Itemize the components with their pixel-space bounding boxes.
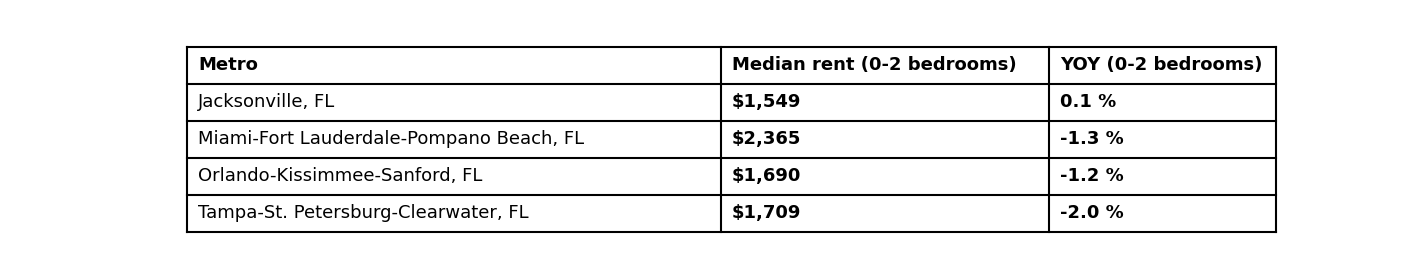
Text: $1,690: $1,690 <box>733 167 801 185</box>
Text: 0.1 %: 0.1 % <box>1060 93 1115 112</box>
Text: Miami-Fort Lauderdale-Pompano Beach, FL: Miami-Fort Lauderdale-Pompano Beach, FL <box>198 130 584 148</box>
Text: Median rent (0-2 bedrooms): Median rent (0-2 bedrooms) <box>733 56 1017 75</box>
Text: Orlando-Kissimmee-Sanford, FL: Orlando-Kissimmee-Sanford, FL <box>198 167 483 185</box>
Text: -1.3 %: -1.3 % <box>1060 130 1124 148</box>
Text: YOY (0-2 bedrooms): YOY (0-2 bedrooms) <box>1060 56 1262 75</box>
Text: -2.0 %: -2.0 % <box>1060 204 1124 222</box>
Text: $2,365: $2,365 <box>733 130 801 148</box>
Text: Metro: Metro <box>198 56 258 75</box>
Text: Tampa-St. Petersburg-Clearwater, FL: Tampa-St. Petersburg-Clearwater, FL <box>198 204 528 222</box>
Text: $1,709: $1,709 <box>733 204 801 222</box>
Text: Jacksonville, FL: Jacksonville, FL <box>198 93 336 112</box>
Text: -1.2 %: -1.2 % <box>1060 167 1124 185</box>
Text: $1,549: $1,549 <box>733 93 801 112</box>
